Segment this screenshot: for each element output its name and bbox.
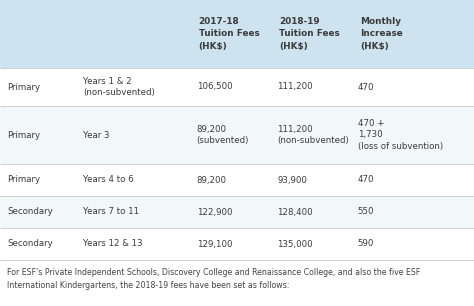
Text: Primary: Primary bbox=[7, 83, 40, 91]
Text: 89,200: 89,200 bbox=[197, 176, 227, 185]
Text: Primary: Primary bbox=[7, 176, 40, 185]
Text: Monthly
Increase
(HK$): Monthly Increase (HK$) bbox=[360, 17, 402, 51]
Text: 106,500: 106,500 bbox=[197, 83, 232, 91]
Bar bbox=[0, 68, 474, 106]
Text: 128,400: 128,400 bbox=[277, 207, 313, 217]
Text: For ESF's Private Independent Schools, Discovery College and Renaissance College: For ESF's Private Independent Schools, D… bbox=[7, 268, 420, 290]
Bar bbox=[0, 0, 474, 68]
Text: Secondary: Secondary bbox=[7, 207, 53, 217]
Text: 89,200
(subvented): 89,200 (subvented) bbox=[197, 125, 249, 145]
Text: 2017-18
Tuition Fees
(HK$): 2017-18 Tuition Fees (HK$) bbox=[199, 17, 259, 51]
Bar bbox=[0, 164, 474, 196]
Text: 470: 470 bbox=[358, 176, 374, 185]
Text: 111,200
(non-subvented): 111,200 (non-subvented) bbox=[277, 125, 349, 145]
Bar bbox=[0, 228, 474, 260]
Text: Years 12 & 13: Years 12 & 13 bbox=[83, 240, 143, 248]
Text: 470: 470 bbox=[358, 83, 374, 91]
Bar bbox=[0, 196, 474, 228]
Bar bbox=[0, 106, 474, 164]
Text: Year 3: Year 3 bbox=[83, 130, 109, 140]
Text: 122,900: 122,900 bbox=[197, 207, 232, 217]
Text: 470 +
1,730
(loss of subvention): 470 + 1,730 (loss of subvention) bbox=[358, 119, 443, 151]
Text: 590: 590 bbox=[358, 240, 374, 248]
Text: 129,100: 129,100 bbox=[197, 240, 232, 248]
Text: 2018-19
Tuition Fees
(HK$): 2018-19 Tuition Fees (HK$) bbox=[279, 17, 340, 51]
Text: 550: 550 bbox=[358, 207, 374, 217]
Text: Secondary: Secondary bbox=[7, 240, 53, 248]
Text: Primary: Primary bbox=[7, 130, 40, 140]
Text: 111,200: 111,200 bbox=[277, 83, 313, 91]
Text: 135,000: 135,000 bbox=[277, 240, 313, 248]
Text: Years 4 to 6: Years 4 to 6 bbox=[83, 176, 134, 185]
Text: 93,900: 93,900 bbox=[277, 176, 307, 185]
Text: Years 1 & 2
(non-subvented): Years 1 & 2 (non-subvented) bbox=[83, 76, 155, 97]
Text: Years 7 to 11: Years 7 to 11 bbox=[83, 207, 139, 217]
